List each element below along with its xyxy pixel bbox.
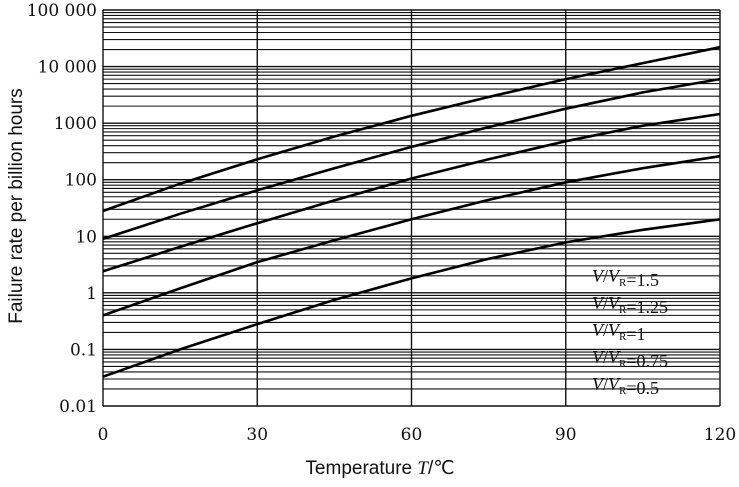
y-axis-label: Failure rate per billion hours — [6, 88, 27, 324]
y-tick-label: 100 000 — [27, 1, 97, 21]
x-tick-label: 60 — [401, 425, 423, 445]
grid-lines — [102, 9, 721, 407]
series-line — [102, 45, 721, 213]
x-tick-label: 120 — [704, 425, 736, 445]
y-tick-label: 100 — [65, 171, 97, 191]
x-tick-label: 0 — [98, 425, 109, 445]
y-tick-label: 10 000 — [38, 58, 97, 78]
series-label: V/VR=1 — [592, 320, 646, 344]
series-label: V/VR=1.25 — [592, 293, 668, 317]
y-tick-label: 1 — [86, 284, 97, 304]
series-labels: V/VR=1.5 V/VR=1.25 V/VR=1 V/VR=0.75 V/VR=0.5 — [592, 266, 668, 398]
x-tick-label: 90 — [555, 425, 577, 445]
y-tick-label: 0.01 — [59, 397, 97, 417]
data-curves — [102, 45, 721, 378]
series-label: V/VR=0.5 — [592, 374, 659, 398]
y-tick-label: 0.1 — [70, 340, 97, 360]
x-axis-label: Temperature T/℃ — [305, 458, 454, 479]
series-label: V/VR=1.5 — [592, 266, 659, 290]
x-axis-label-variable: T — [417, 458, 429, 479]
y-tick-labels: 0.01 0.1 1 10 100 1000 10 000 100 000 — [27, 1, 97, 417]
y-tick-label: 10 — [75, 227, 97, 247]
y-tick-label: 1000 — [54, 114, 97, 134]
series-line — [102, 112, 721, 273]
x-axis-label-prefix: Temperature — [305, 458, 417, 479]
x-tick-labels: 0 30 60 90 120 — [98, 425, 737, 445]
series-label: V/VR=0.75 — [592, 347, 668, 371]
x-axis-label-unit: /℃ — [428, 458, 455, 479]
series-line — [102, 77, 721, 241]
series-line — [102, 218, 721, 378]
series-line — [102, 154, 721, 317]
x-tick-label: 30 — [246, 425, 268, 445]
